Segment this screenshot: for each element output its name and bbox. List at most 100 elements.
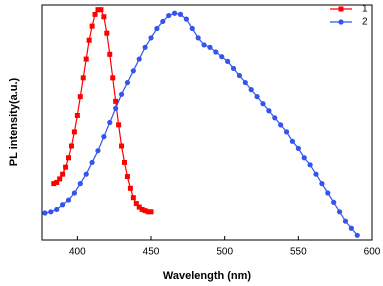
data-point — [254, 94, 260, 100]
data-point — [207, 44, 213, 50]
data-point — [65, 197, 72, 203]
data-point — [101, 14, 107, 20]
data-point — [307, 162, 313, 168]
data-point — [71, 190, 78, 196]
data-point — [136, 56, 142, 62]
x-axis-title: Wavelength (nm) — [163, 270, 252, 282]
data-point — [260, 101, 266, 107]
x-tick-label: 550 — [290, 247, 307, 258]
data-point — [148, 35, 154, 41]
data-point — [145, 209, 151, 215]
data-point — [142, 44, 148, 50]
data-point — [183, 16, 189, 22]
data-point — [80, 75, 86, 81]
data-point — [266, 108, 272, 114]
data-point — [325, 190, 331, 196]
data-point — [101, 134, 107, 140]
data-point — [83, 171, 89, 177]
data-point — [60, 171, 66, 177]
data-point — [160, 18, 166, 25]
data-point — [171, 10, 178, 16]
data-point — [116, 122, 122, 128]
data-point — [118, 91, 125, 97]
data-point — [57, 176, 63, 182]
data-point — [98, 7, 104, 13]
data-point — [225, 58, 231, 64]
data-point — [51, 181, 57, 187]
data-point — [48, 209, 54, 215]
data-point — [289, 138, 296, 144]
data-point — [68, 143, 74, 149]
data-point — [127, 185, 133, 191]
data-point — [148, 209, 154, 215]
data-point — [348, 225, 354, 231]
data-point — [86, 37, 92, 43]
data-point — [104, 30, 110, 36]
data-point — [331, 199, 337, 205]
data-point — [124, 174, 130, 180]
data-point — [278, 122, 284, 128]
data-point — [336, 209, 343, 215]
data-point — [248, 87, 254, 93]
data-point — [354, 232, 360, 238]
data-point — [107, 119, 113, 126]
data-point — [319, 181, 325, 187]
legend-label: 2 — [362, 17, 368, 28]
data-point — [113, 98, 119, 104]
data-point — [342, 218, 349, 224]
data-point — [313, 171, 319, 177]
data-point — [54, 206, 60, 213]
data-point — [124, 79, 131, 86]
data-point — [92, 11, 98, 17]
data-point — [133, 201, 139, 207]
data-point — [110, 75, 116, 81]
data-point — [107, 51, 113, 57]
data-point — [63, 164, 69, 170]
data-point — [272, 115, 278, 121]
data-point — [113, 105, 119, 111]
data-point — [54, 179, 60, 185]
data-point — [230, 65, 237, 72]
data-point — [283, 129, 290, 135]
data-point — [42, 210, 48, 216]
data-point — [122, 159, 127, 165]
x-tick-label: 500 — [216, 247, 233, 258]
data-point — [295, 145, 301, 151]
data-point — [77, 94, 83, 100]
data-point — [95, 148, 101, 154]
data-point — [219, 54, 225, 60]
data-point — [201, 42, 207, 48]
data-point — [154, 25, 160, 32]
data-point — [60, 202, 66, 208]
data-point — [66, 155, 72, 161]
data-point — [89, 159, 95, 166]
legend-marker — [338, 6, 344, 12]
x-tick-label: 400 — [69, 247, 86, 258]
legend-label: 1 — [362, 4, 368, 15]
data-point — [301, 155, 307, 161]
data-point — [89, 23, 95, 29]
data-point — [236, 72, 243, 79]
data-point — [119, 143, 125, 149]
data-point — [166, 12, 172, 19]
data-point — [77, 181, 83, 187]
data-point — [83, 56, 89, 62]
data-point — [130, 195, 136, 201]
data-point — [142, 208, 148, 214]
data-point — [130, 68, 136, 74]
data-point — [177, 11, 184, 17]
data-point — [71, 129, 77, 135]
data-point — [242, 79, 248, 86]
data-point — [95, 7, 101, 13]
plot-frame — [41, 4, 373, 241]
y-axis-title: PL intensity(a.u.) — [8, 77, 20, 166]
data-point — [74, 112, 80, 118]
data-point — [139, 206, 145, 212]
x-tick-label: 600 — [364, 247, 381, 258]
data-point — [189, 25, 195, 32]
data-point — [136, 204, 142, 210]
legend-marker — [338, 19, 344, 25]
series-line — [53, 9, 152, 213]
